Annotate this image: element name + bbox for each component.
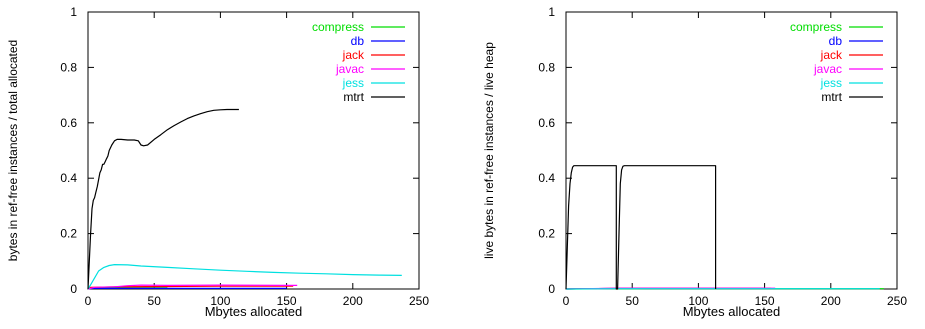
legend-label: compress bbox=[312, 20, 364, 34]
legend-label: jess bbox=[342, 76, 364, 90]
legend-label: jess bbox=[820, 76, 842, 90]
legend-label: db bbox=[351, 34, 365, 48]
y-tick-label: 0.6 bbox=[60, 116, 77, 130]
x-tick-label: 250 bbox=[409, 294, 429, 308]
legend-label: javac bbox=[335, 62, 364, 76]
legend-label: compress bbox=[790, 20, 842, 34]
x-tick-label: 50 bbox=[626, 294, 640, 308]
series-line-mtrt bbox=[566, 166, 716, 289]
plot-frame bbox=[566, 12, 897, 289]
x-tick-label: 200 bbox=[343, 294, 363, 308]
y-tick-label: 0.2 bbox=[538, 227, 555, 241]
x-tick-label: 200 bbox=[821, 294, 841, 308]
y-tick-label: 1 bbox=[70, 5, 77, 19]
y-axis-label: bytes in ref-free instances / total allo… bbox=[6, 40, 20, 261]
y-tick-label: 1 bbox=[548, 5, 555, 19]
legend-label: jack bbox=[342, 48, 365, 62]
legend-label: mtrt bbox=[343, 90, 364, 104]
plot-frame bbox=[88, 12, 419, 289]
x-axis-label: Mbytes allocated bbox=[683, 304, 781, 319]
x-tick-label: 0 bbox=[85, 294, 92, 308]
series-line-db bbox=[88, 288, 287, 289]
y-axis-label: live bytes in ref-free instances / live … bbox=[482, 42, 496, 259]
y-tick-label: 0 bbox=[548, 282, 555, 296]
legend-label: jack bbox=[820, 48, 843, 62]
y-tick-label: 0.2 bbox=[60, 227, 77, 241]
x-axis-label: Mbytes allocated bbox=[205, 304, 303, 319]
y-tick-label: 0.6 bbox=[538, 116, 555, 130]
legend-label: javac bbox=[813, 62, 842, 76]
y-tick-label: 0.4 bbox=[60, 171, 77, 185]
y-tick-label: 0.8 bbox=[538, 60, 555, 74]
y-tick-label: 0.4 bbox=[538, 171, 555, 185]
x-tick-label: 250 bbox=[887, 294, 907, 308]
legend-label: mtrt bbox=[821, 90, 842, 104]
y-tick-label: 0 bbox=[70, 282, 77, 296]
y-tick-label: 0.8 bbox=[60, 60, 77, 74]
legend-label: db bbox=[829, 34, 843, 48]
x-tick-label: 50 bbox=[148, 294, 162, 308]
series-line-mtrt bbox=[88, 110, 239, 290]
x-tick-label: 0 bbox=[563, 294, 570, 308]
